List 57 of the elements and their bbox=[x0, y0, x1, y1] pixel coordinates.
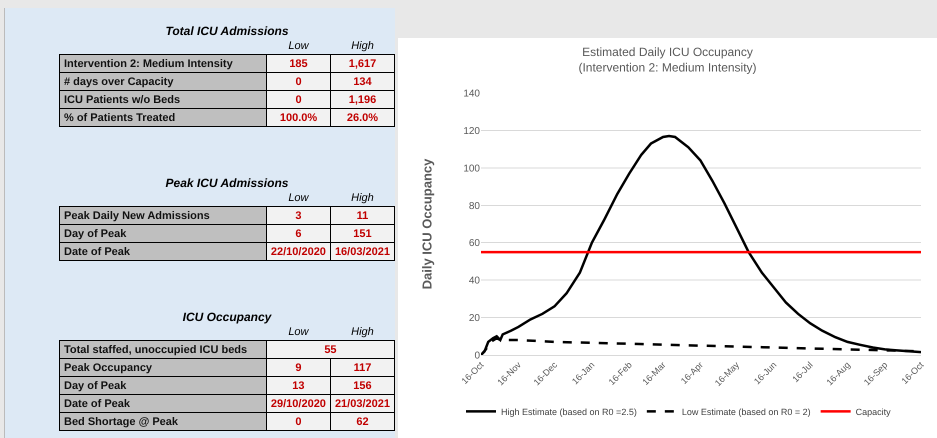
text: 29/10/2020 bbox=[270, 398, 326, 410]
y-tick-label: 100 bbox=[463, 163, 480, 174]
category-label: Low bbox=[287, 191, 310, 206]
text: Total ICU Admissions bbox=[164, 24, 290, 38]
text: 21/03/2021 bbox=[334, 398, 390, 410]
text: 0 bbox=[295, 76, 302, 88]
category-label: Low bbox=[287, 39, 310, 54]
category-label: ICU Patients w/o Beds bbox=[64, 94, 180, 106]
category-label: High bbox=[350, 325, 375, 340]
y-tick-label: 20 bbox=[468, 313, 480, 324]
text: 151 bbox=[353, 228, 372, 240]
text: 156 bbox=[353, 380, 372, 392]
text: 1,196 bbox=[348, 94, 376, 106]
y-tick-label: 140 bbox=[463, 88, 480, 100]
category-label: Bed Shortage @ Peak bbox=[64, 416, 178, 428]
category-label: Intervention 2: Medium Intensity bbox=[64, 58, 233, 70]
text: 62 bbox=[356, 416, 369, 428]
text: 16/03/2021 bbox=[334, 246, 390, 258]
text: 1,617 bbox=[348, 58, 376, 70]
y-tick-label: 120 bbox=[463, 126, 480, 137]
y-tick-label: 0 bbox=[474, 350, 480, 362]
text: 185 bbox=[289, 58, 308, 70]
category-label: Date of Peak bbox=[64, 398, 130, 410]
text: 0 bbox=[295, 94, 302, 106]
legend-label: Capacity bbox=[856, 406, 892, 417]
y-tick-label: 40 bbox=[468, 276, 480, 287]
category-label: Day of Peak bbox=[64, 228, 126, 240]
text: 26.0% bbox=[346, 112, 378, 124]
text: 3 bbox=[295, 210, 302, 222]
text: 134 bbox=[353, 76, 372, 88]
y-axis-title: Daily ICU Occupancy bbox=[419, 158, 434, 290]
text: 0 bbox=[295, 416, 302, 428]
category-label: Date of Peak bbox=[64, 246, 130, 258]
text: 6 bbox=[295, 228, 302, 240]
category-label: High bbox=[350, 191, 375, 206]
category-label: Total staffed, unoccupied ICU beds bbox=[64, 344, 248, 356]
category-label: Day of Peak bbox=[64, 380, 126, 392]
category-label: Low bbox=[287, 325, 310, 340]
text: 22/10/2020 bbox=[270, 246, 326, 258]
category-label: # days over Capacity bbox=[64, 76, 174, 88]
category-label: % of Patients Treated bbox=[64, 112, 176, 124]
text: 100.0% bbox=[280, 112, 318, 124]
text: 117 bbox=[354, 362, 372, 374]
y-tick-label: 80 bbox=[468, 200, 480, 212]
text: ICU Occupancy bbox=[182, 310, 273, 324]
text: 11 bbox=[356, 210, 368, 222]
category-label: High bbox=[350, 39, 375, 54]
text: Peak ICU Admissions bbox=[164, 176, 290, 190]
legend-label: Low Estimate (based on R0 = 2) bbox=[682, 406, 811, 417]
text: 55 bbox=[324, 344, 337, 356]
category-label: Peak Occupancy bbox=[64, 362, 152, 374]
legend-label: High Estimate (based on R0 =2.5) bbox=[501, 406, 637, 417]
text: 9 bbox=[295, 362, 302, 374]
category-label: Peak Daily New Admissions bbox=[64, 210, 210, 222]
chart-title: Estimated Daily ICU Occupancy (Intervention 2: Medium Intensity) bbox=[578, 45, 757, 75]
text: 13 bbox=[292, 380, 305, 392]
y-tick-label: 60 bbox=[468, 238, 480, 250]
